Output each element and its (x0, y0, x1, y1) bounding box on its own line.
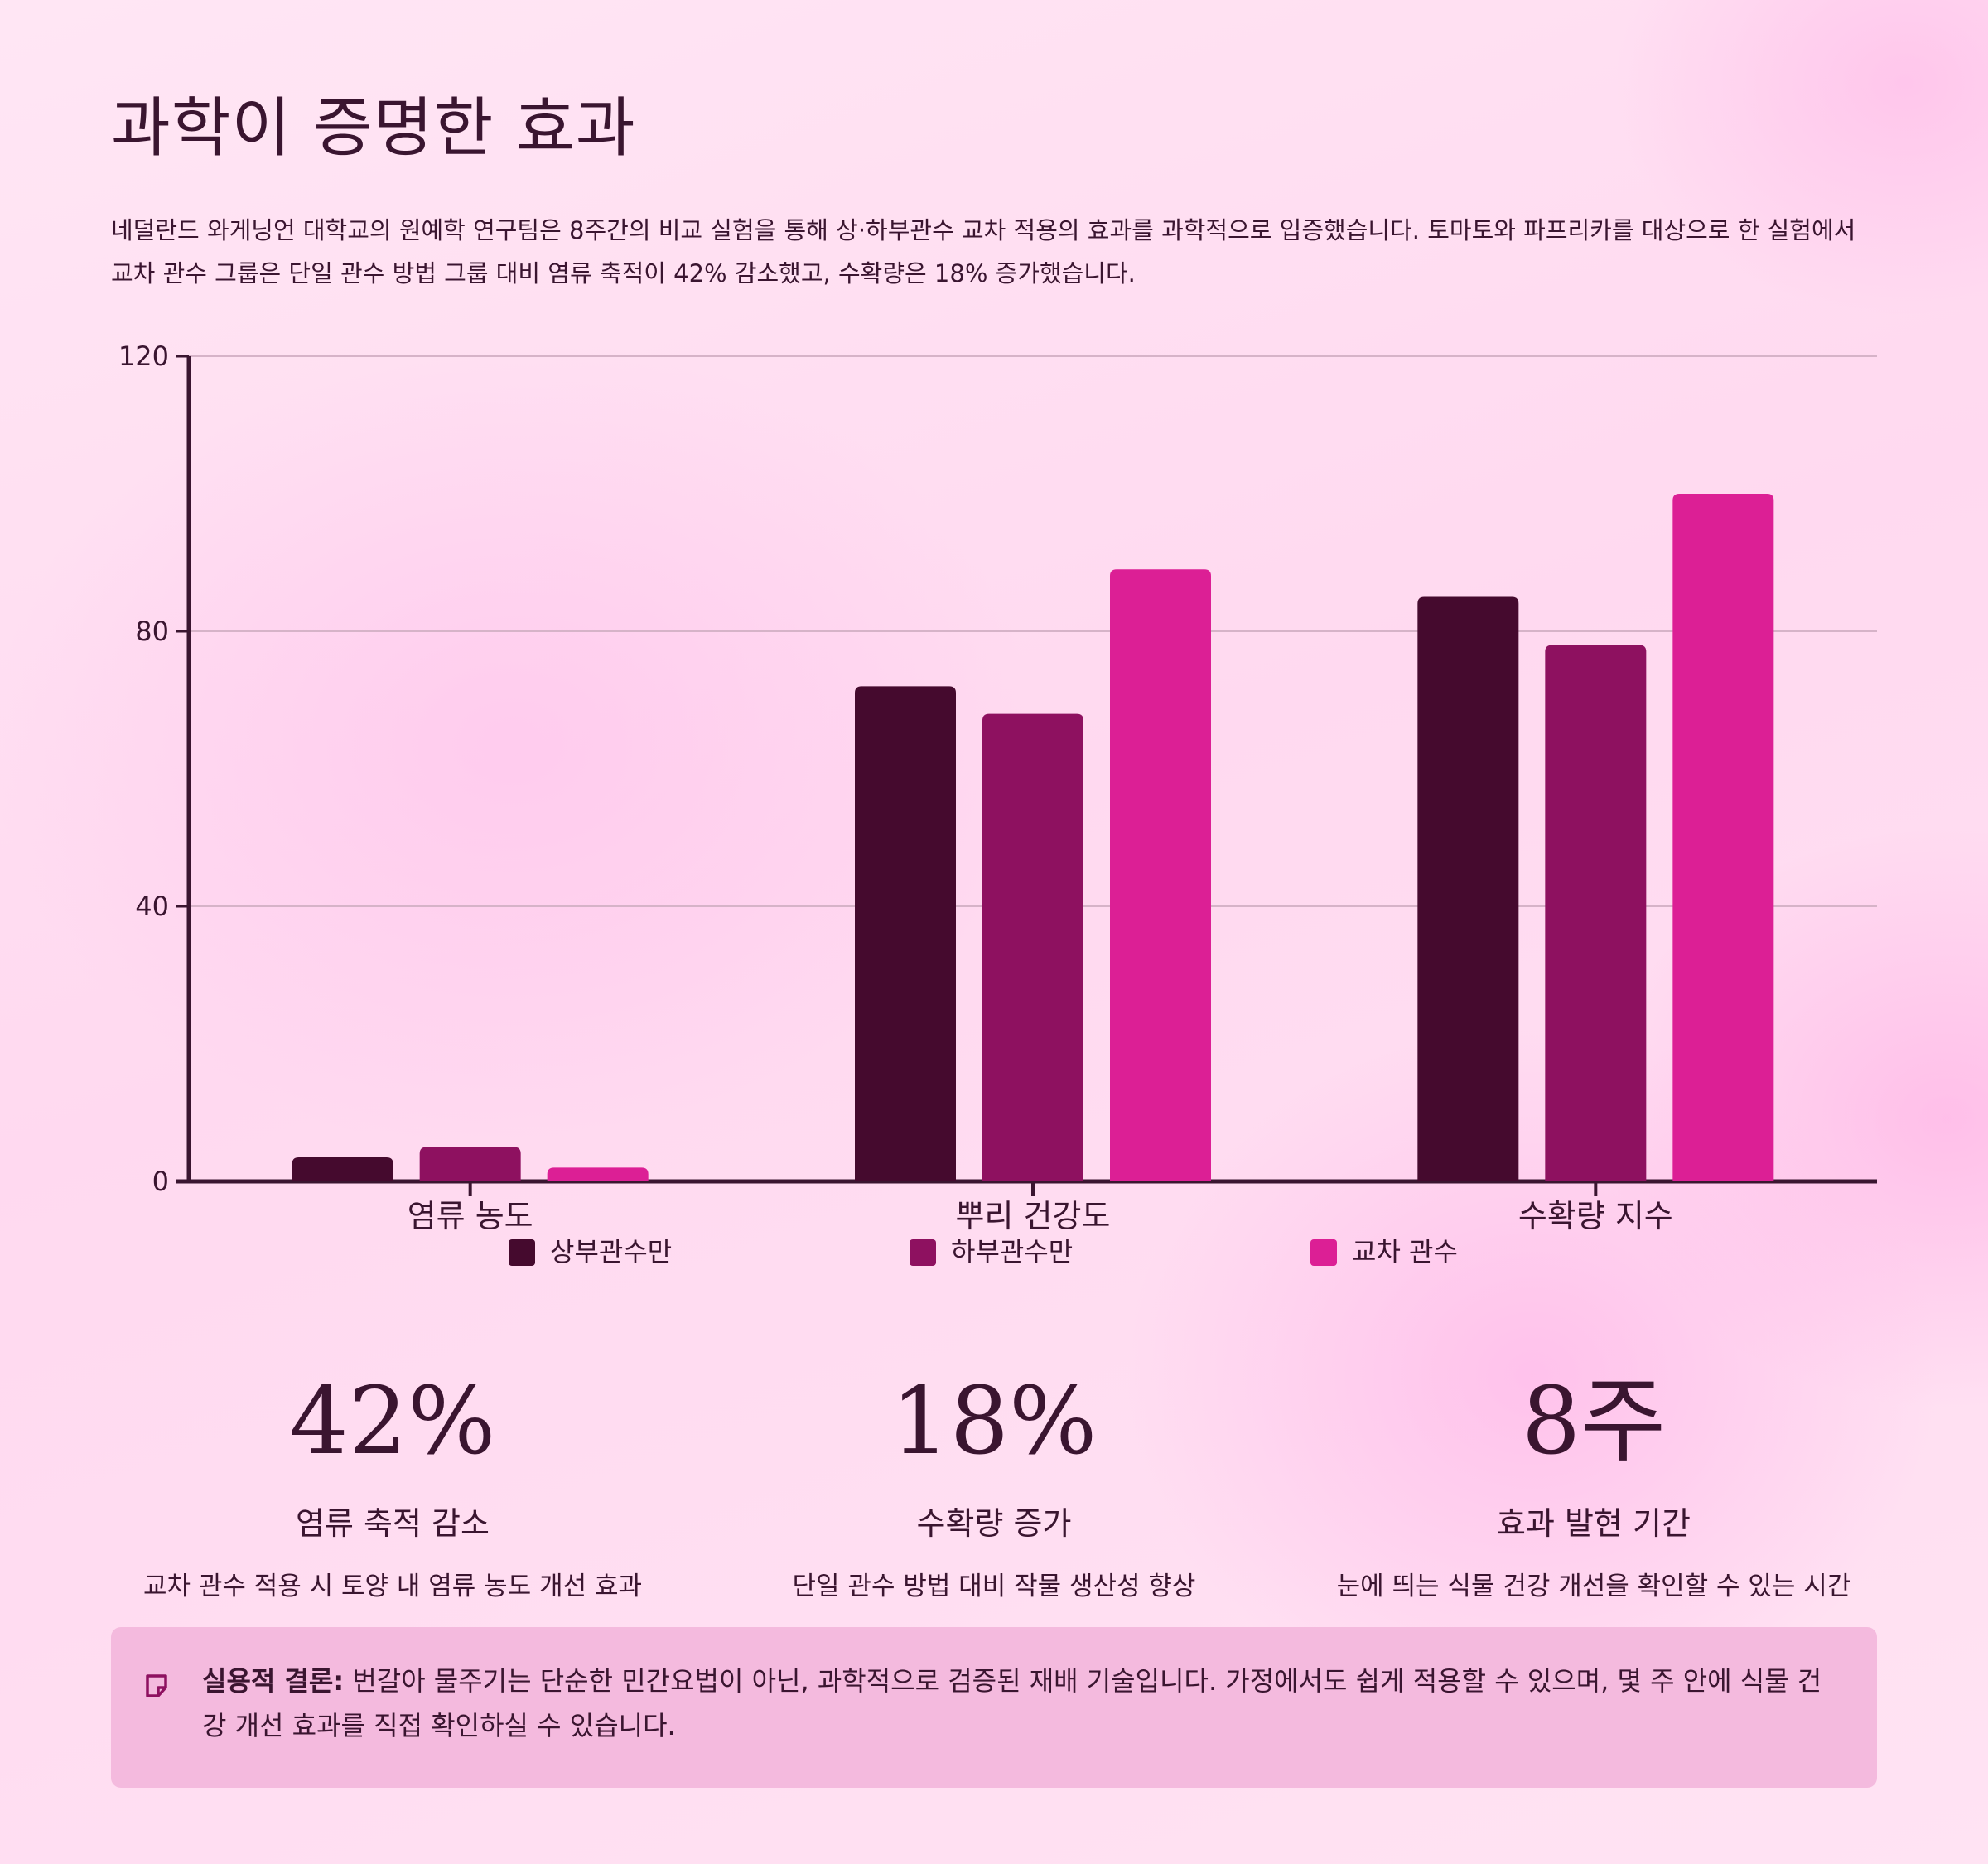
legend-label: 상부관수만 (550, 1236, 672, 1268)
bar (982, 713, 1083, 1181)
stat-description: 단일 관수 방법 대비 작물 생산성 향상 (792, 1572, 1196, 1601)
conclusion-text: 번갈아 물주기는 단순한 민간요법이 아닌, 과학적으로 검증된 재배 기술입니… (202, 1665, 1822, 1741)
x-tick-label: 뿌리 건강도 (956, 1198, 1111, 1234)
intro-paragraph: 네덜란드 와게닝언 대학교의 원예학 연구팀은 8주간의 비교 실험을 통해 상… (111, 216, 1856, 287)
x-tick-label: 염류 농도 (408, 1198, 533, 1234)
y-tick-label: 80 (135, 616, 169, 647)
stat-label: 효과 발현 기간 (1497, 1505, 1691, 1542)
x-tick-label: 수확량 지수 (1518, 1198, 1673, 1234)
stat-label: 염류 축적 감소 (296, 1505, 490, 1542)
legend-swatch (509, 1239, 535, 1266)
bar (1110, 569, 1211, 1181)
y-tick-label: 120 (118, 340, 169, 372)
bar (1545, 645, 1647, 1181)
stat-description: 교차 관수 적용 시 토양 내 염류 농도 개선 효과 (142, 1572, 643, 1601)
y-tick-label: 40 (135, 891, 169, 922)
bar (419, 1147, 521, 1181)
stat-description: 눈에 띄는 식물 건강 개선을 확인할 수 있는 시간 (1336, 1572, 1851, 1601)
page-title: 과학이 증명한 효과 (111, 91, 636, 166)
bar (292, 1157, 393, 1181)
bar (1417, 596, 1519, 1181)
stat-label: 수확량 증가 (916, 1505, 1072, 1542)
conclusion-label: 실용적 결론: (202, 1665, 345, 1697)
legend-label: 하부관수만 (951, 1236, 1073, 1268)
stat-card-salt: 42% 염류 축적 감소 교차 관수 적용 시 토양 내 염류 농도 개선 효과 (119, 1375, 666, 1602)
legend-swatch (910, 1239, 936, 1266)
bar (547, 1167, 649, 1181)
conclusion-box: 실용적 결론: 번갈아 물주기는 단순한 민간요법이 아닌, 과학적으로 검증된… (111, 1627, 1877, 1788)
bar (1672, 494, 1774, 1181)
bar (855, 686, 956, 1181)
legend-label: 교차 관수 (1352, 1236, 1458, 1268)
legend-swatch (1310, 1239, 1337, 1266)
stat-card-yield: 18% 수확량 증가 단일 관수 방법 대비 작물 생산성 향상 (721, 1375, 1267, 1602)
note-icon (144, 1667, 169, 1697)
stat-value: 42% (289, 1368, 496, 1475)
stat-value: 18% (890, 1368, 1098, 1475)
y-tick-label: 0 (152, 1166, 169, 1197)
stat-card-period: 8주 효과 발현 기간 눈에 띄는 식물 건강 개선을 확인할 수 있는 시간 (1320, 1375, 1867, 1602)
stat-value: 8주 (1521, 1368, 1667, 1475)
